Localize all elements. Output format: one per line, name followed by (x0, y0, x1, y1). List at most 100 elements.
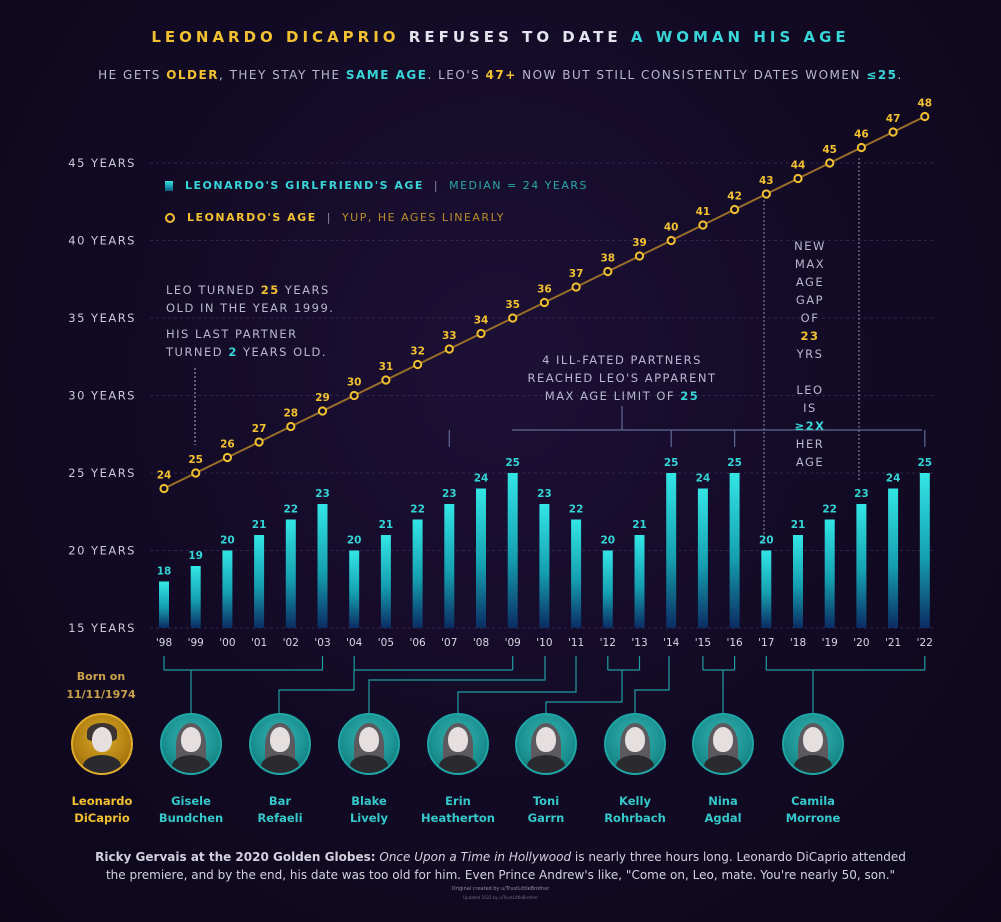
gap-annotation-line: HER (795, 437, 825, 451)
annotation-text: YEARS (279, 283, 330, 297)
erin-portrait-icon (427, 713, 489, 775)
leo-age-point (476, 328, 486, 339)
girlfriend-age-bar (507, 473, 518, 628)
gap-annotation-line: MAX (794, 257, 826, 271)
nina-portrait-icon (692, 713, 754, 775)
person-name: Erin Heatherton (418, 793, 498, 827)
girlfriend-age-bar (856, 504, 867, 628)
gap-annotation-line: GAP (795, 293, 825, 307)
legend-separator: | (326, 211, 332, 224)
x-tick-label: '16 (726, 637, 743, 649)
x-tick-label: '10 (536, 637, 552, 649)
person-name: Bar Refaeli (240, 793, 320, 827)
subtitle-part: 47+ (485, 68, 517, 82)
x-tick-label: '17 (758, 637, 774, 649)
quote-movie-title: Once Upon a Time in Hollywood (379, 850, 572, 864)
person-last-name: Garrn (527, 811, 565, 825)
title-part-2: REFUSES TO DATE (399, 28, 631, 46)
person-first-name: Erin (445, 794, 471, 808)
born-on-text: Born on (76, 670, 126, 683)
bar-value-label: 20 (759, 535, 774, 547)
y-tick-label: 20 YEARS (68, 544, 136, 558)
born-on-date: 11/11/1974 (66, 688, 136, 701)
leo-age-label: 36 (537, 284, 552, 296)
girlfriend-age-bar (571, 519, 582, 628)
person-name: Toni Garrn (506, 793, 586, 827)
chart-title: LEONARDO DICAPRIO REFUSES TO DATE A WOMA… (0, 28, 1001, 46)
quote-speaker: Ricky Gervais at the 2020 Golden Globes: (95, 850, 376, 864)
leo-age-label: 45 (822, 144, 837, 156)
leo-age-label: 28 (283, 408, 298, 420)
y-tick-label: 35 YEARS (68, 311, 136, 325)
chart-subtitle: HE GETS OLDER, THEY STAY THE SAME AGE. L… (0, 68, 1001, 82)
leo-age-point (349, 390, 359, 401)
x-tick-label: '02 (283, 637, 299, 649)
gap-annotation-line: IS (803, 401, 817, 415)
girlfriend-age-bar (412, 519, 423, 628)
person-name: Blake Lively (329, 793, 409, 827)
subtitle-part: SAME AGE (345, 68, 428, 82)
leo-age-label: 33 (442, 330, 457, 342)
x-tick-label: '15 (695, 637, 711, 649)
leo-age-point (888, 127, 898, 137)
leo-age-label: 47 (886, 113, 901, 125)
leo-age-label: 32 (410, 346, 425, 358)
subtitle-part: NOW BUT STILL CONSISTENTLY DATES WOMEN (516, 68, 867, 82)
person-last-name: Agdal (704, 811, 742, 825)
leo-age-label: 43 (759, 175, 774, 187)
person-first-name: Bar (268, 794, 292, 808)
girlfriend-age-bar (539, 504, 550, 628)
person-last-name: Heatherton (421, 811, 495, 825)
leo-age-label: 29 (315, 392, 330, 404)
x-tick-label: '14 (663, 637, 680, 649)
cyan-bar-swatch-icon (165, 180, 173, 191)
x-tick-label: '03 (314, 637, 330, 649)
girlfriend-age-bar (222, 550, 233, 628)
x-tick-label: '18 (790, 637, 806, 649)
x-tick-label: '20 (853, 637, 869, 649)
gap-annotation-line: AGE (795, 455, 825, 469)
girlfriend-age-bar (888, 488, 899, 628)
leo-age-point (191, 468, 201, 478)
girlfriend-age-bar (190, 566, 201, 628)
partner-connector-toni (545, 670, 623, 716)
leo-age-point (254, 437, 264, 447)
leo-age-point (761, 189, 771, 199)
legend-separator: | (433, 179, 440, 192)
leo-age-label: 44 (791, 160, 806, 172)
x-tick-label: '08 (473, 637, 489, 649)
bar-value-label: 24 (886, 473, 901, 485)
gap-annotation-line: 23 (800, 329, 820, 343)
leonardo-portrait-icon (71, 713, 133, 775)
leo-age-label: 48 (917, 98, 932, 110)
person-toni: Toni Garrn (506, 713, 586, 827)
annotation-highlight: 25 (260, 283, 280, 297)
gap-annotation-line: AGE (795, 275, 825, 289)
person-last-name: Morrone (785, 811, 841, 825)
credit-updated: Updated 2022 by u/TrustLittleBrother (463, 895, 538, 900)
person-first-name: Blake (351, 794, 387, 808)
person-name: Leonardo DiCaprio (62, 793, 142, 827)
legend-leo-note: YUP, HE AGES LINEARLY (341, 211, 505, 224)
bar-value-label: 20 (220, 535, 235, 547)
bar-layer: 18 '98 19 '99 20 '00 21 '01 22 '02 23 '03 20 '04 21 '05… (156, 457, 933, 649)
legend-girlfriend-note: MEDIAN = 24 YEARS (449, 179, 589, 192)
partner-connector-blake (368, 656, 546, 716)
girlfriend-age-bar (444, 504, 455, 628)
person-gisele: Gisele Bundchen (151, 713, 231, 827)
annotation-text: TURNED (166, 345, 229, 359)
title-part-3: A WOMAN HIS AGE (630, 28, 850, 46)
leo-age-point (603, 266, 613, 277)
girlfriend-age-bar (159, 581, 169, 628)
annotation-text: YEARS OLD. (237, 345, 328, 359)
girlfriend-age-bar (634, 535, 645, 628)
person-first-name: Camila (791, 794, 835, 808)
blake-portrait-icon (338, 713, 400, 775)
bar-value-label: 24 (474, 473, 489, 485)
legend-leo: LEONARDO'S AGE | YUP, HE AGES LINEARLY (165, 211, 505, 224)
leo-age-label: 41 (696, 206, 711, 218)
bar-value-label: 20 (347, 535, 362, 547)
bar-value-label: 23 (537, 488, 552, 500)
bar-value-label: 20 (600, 535, 615, 547)
leo-age-point (381, 375, 391, 385)
